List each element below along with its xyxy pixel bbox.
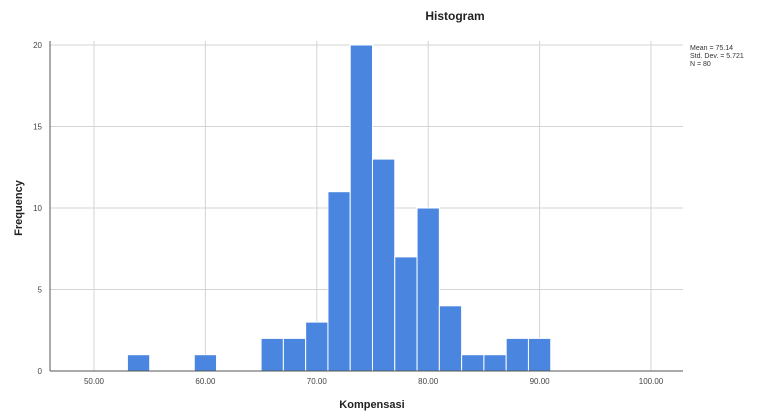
histogram-bar — [372, 158, 396, 372]
axes — [49, 41, 683, 372]
x-tick-labels: 50.00 60.00 70.00 80.00 90.00 100.00 — [84, 377, 664, 386]
histogram-bar — [327, 191, 351, 372]
histogram-bar — [416, 207, 440, 372]
histogram-bar — [483, 354, 507, 372]
stats-mean: Mean = 75.14 — [690, 45, 733, 52]
y-tick-labels: 0 5 10 15 20 — [33, 41, 42, 376]
histogram-bar — [126, 354, 151, 372]
histogram-bar — [193, 354, 218, 372]
histogram-bar — [438, 305, 463, 372]
stats-std-dev: Std. Dev. = 5.721 — [690, 53, 744, 60]
histogram-bar — [461, 354, 485, 372]
y-tick-label: 15 — [33, 123, 42, 132]
x-tick-label: 80.00 — [418, 377, 439, 386]
stats-box: Mean = 75.14 Std. Dev. = 5.721 N = 80 — [690, 45, 744, 68]
histogram-bar — [282, 337, 307, 372]
x-tick-label: 100.00 — [639, 377, 664, 386]
x-tick-label: 60.00 — [195, 377, 216, 386]
histogram-bar — [527, 337, 552, 372]
histogram-bar — [349, 44, 374, 372]
x-tick-label: 70.00 — [307, 377, 328, 386]
y-axis-title: Frequency — [13, 179, 25, 236]
y-tick-label: 20 — [33, 41, 42, 50]
y-tick-label: 0 — [38, 367, 43, 376]
chart-title: Histogram — [425, 9, 484, 23]
histogram-bar — [305, 321, 329, 372]
histogram-bar — [394, 256, 418, 372]
histogram-bar — [260, 337, 284, 372]
y-tick-label: 10 — [33, 204, 42, 213]
x-tick-label: 90.00 — [530, 377, 551, 386]
stats-n: N = 80 — [690, 61, 711, 68]
y-tick-label: 5 — [38, 286, 43, 295]
histogram-bar — [505, 337, 529, 372]
x-axis-title: Kompensasi — [339, 399, 404, 411]
x-tick-label: 50.00 — [84, 377, 105, 386]
